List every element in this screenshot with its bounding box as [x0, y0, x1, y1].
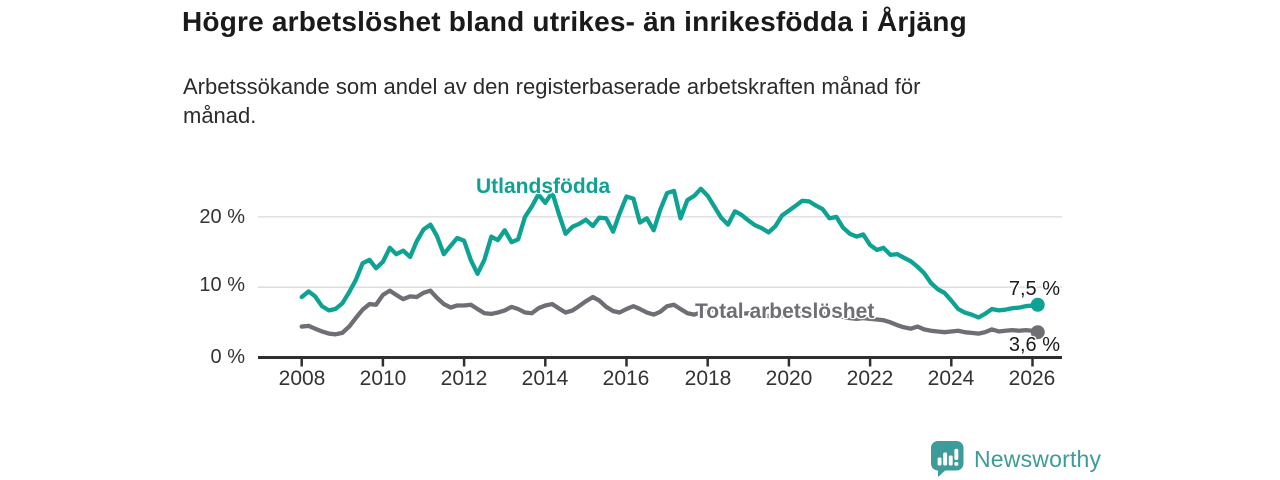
page-title: Högre arbetslöshet bland utrikes- än inr… — [182, 6, 967, 37]
x-axis-tick-2018: 2018 — [684, 367, 732, 390]
x-axis-tick-2024: 2024 — [927, 367, 975, 390]
chart-subtitle: Arbetssökande som andel av den registerb… — [183, 72, 1083, 130]
y-axis-tick-10: 10 % — [199, 274, 245, 296]
x-axis-tick-2010: 2010 — [359, 367, 407, 390]
x-axis-tick-2020: 2020 — [765, 367, 813, 390]
x-axis-tick-2014: 2014 — [521, 367, 569, 390]
series-label-utlandsfodda: Utlandsfödda — [476, 175, 611, 198]
bar-chart-bubble-icon — [931, 441, 964, 477]
x-axis-tick-2022: 2022 — [846, 367, 894, 390]
x-axis-tick-2012: 2012 — [440, 367, 488, 390]
chart-subtitle-line2: månad. — [183, 103, 257, 128]
end-value-total-arbetsloshet: 3,6 % — [1008, 334, 1060, 356]
chart-subtitle-line1: Arbetssökande som andel av den registerb… — [183, 74, 921, 99]
x-axis-tick-2026: 2026 — [1008, 367, 1056, 390]
end-value-utlandsfodda: 7,5 % — [1008, 278, 1060, 300]
y-axis-tick-0: 0 % — [210, 346, 245, 368]
x-axis-tick-2016: 2016 — [602, 367, 650, 390]
x-axis-tick-2008: 2008 — [278, 367, 326, 390]
newsworthy-logo[interactable]: Newsworthy — [930, 440, 1101, 478]
newsworthy-logo-text: Newsworthy — [974, 445, 1102, 472]
y-axis-tick-20: 20 % — [199, 206, 245, 228]
series-label-total-arbetsloshet: Total arbetslöshet — [695, 300, 875, 323]
